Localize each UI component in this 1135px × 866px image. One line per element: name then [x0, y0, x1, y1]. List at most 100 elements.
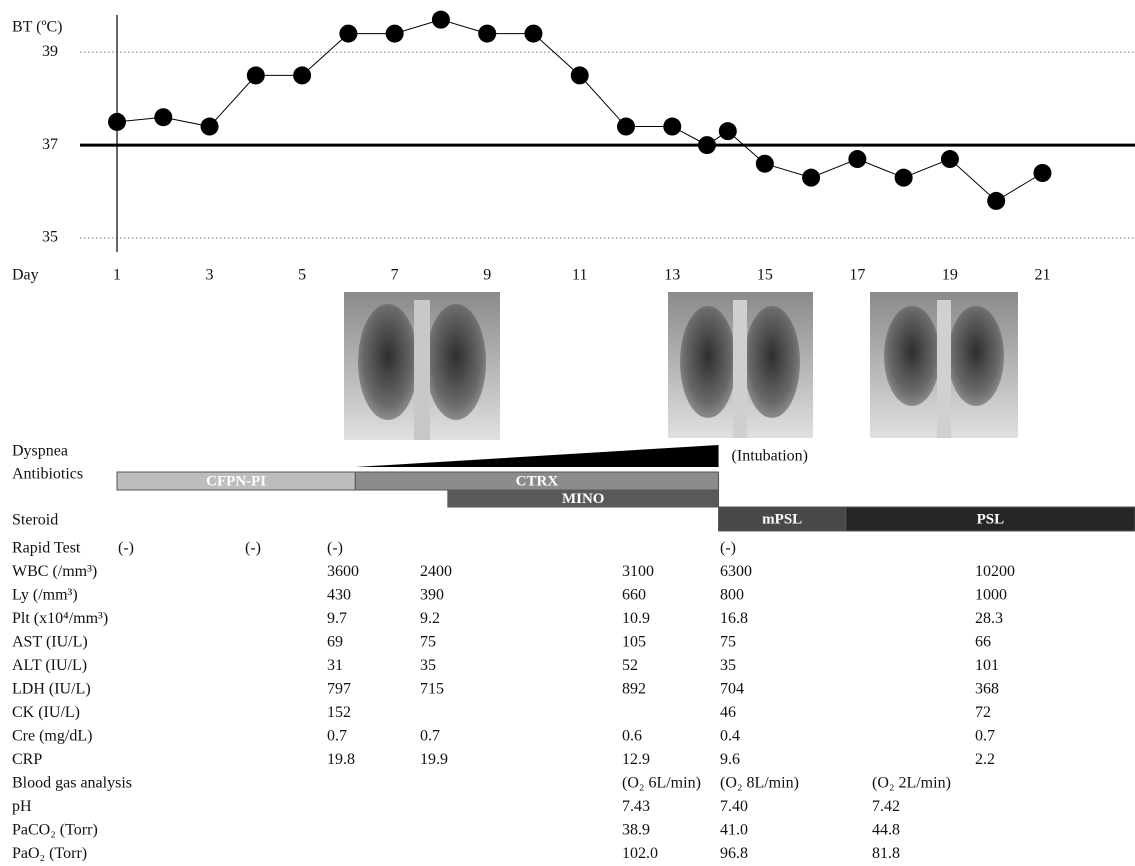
treatment-label: MINO: [562, 491, 605, 507]
table-cell: 390: [420, 587, 444, 604]
temperature-point: [154, 108, 172, 126]
chart-title: BT (ºC): [12, 19, 62, 36]
temperature-point: [571, 66, 589, 84]
table-cell: 797: [327, 681, 351, 698]
table-cell: (-): [118, 540, 134, 557]
temperature-point: [756, 155, 774, 173]
table-cell: 1000: [975, 587, 1007, 604]
table-row-label: ALT (IU/L): [12, 657, 87, 674]
temperature-point: [432, 11, 450, 29]
table-row-label: AST (IU/L): [12, 634, 88, 651]
table-row-label: Cre (mg/dL): [12, 728, 92, 745]
table-cell: 715: [420, 681, 444, 698]
temperature-point: [524, 25, 542, 43]
table-cell: 38.9: [622, 822, 650, 839]
table-cell: 152: [327, 704, 351, 721]
table-cell: 72: [975, 704, 991, 721]
table-cell: 10.9: [622, 610, 650, 627]
table-row-label: Plt (x10⁴/mm³): [12, 610, 108, 627]
table-cell: 19.9: [420, 751, 448, 768]
table-cell: (O₂ 6L/min): [622, 775, 701, 792]
table-cell: 12.9: [622, 751, 650, 768]
temperature-point: [698, 136, 716, 154]
table-cell: 0.7: [975, 728, 995, 745]
y-tick-label: 35: [42, 229, 58, 246]
table-row-label: pH: [12, 798, 32, 815]
temperature-point: [339, 25, 357, 43]
table-cell: 9.6: [720, 751, 740, 768]
chest-xray: [344, 292, 500, 440]
table-cell: 6300: [720, 563, 752, 580]
temperature-point: [617, 118, 635, 136]
temperature-point: [108, 113, 126, 131]
page: Clinical course html, body { margin: 0; …: [0, 0, 1135, 866]
table-cell: 660: [622, 587, 646, 604]
table-cell: 0.7: [420, 728, 440, 745]
table-row-label: WBC (/mm³): [12, 563, 97, 580]
row-label: Dyspnea: [12, 443, 68, 460]
table-cell: 368: [975, 681, 999, 698]
treatment-label: CTRX: [516, 473, 559, 489]
table-cell: 0.7: [327, 728, 347, 745]
table-cell: 9.2: [420, 610, 440, 627]
x-tick-label: 7: [391, 267, 399, 284]
temperature-point: [802, 169, 820, 187]
table-cell: 3600: [327, 563, 359, 580]
table-row-label: PaO₂ (Torr): [12, 845, 87, 862]
table-cell: 16.8: [720, 610, 748, 627]
table-cell: 0.4: [720, 728, 740, 745]
table-cell: 10200: [975, 563, 1015, 580]
table-cell: 66: [975, 634, 991, 651]
table-row-label: LDH (IU/L): [12, 681, 91, 698]
temperature-point: [1033, 164, 1051, 182]
table-row-label: Blood gas analysis: [12, 775, 132, 792]
table-cell: 101: [975, 657, 999, 674]
x-tick-label: 17: [849, 267, 865, 284]
x-tick-label: 15: [757, 267, 773, 284]
table-cell: 3100: [622, 563, 654, 580]
table-cell: 69: [327, 634, 343, 651]
table-row-label: PaCO₂ (Torr): [12, 822, 98, 839]
table-row-label: CRP: [12, 751, 42, 768]
temperature-point: [386, 25, 404, 43]
table-cell: 430: [327, 587, 351, 604]
treatment-label: PSL: [977, 511, 1005, 527]
table-cell: 0.6: [622, 728, 642, 745]
temperature-point: [987, 192, 1005, 210]
chest-xray: [870, 292, 1018, 438]
x-tick-label: 3: [206, 267, 214, 284]
table-row-label: Rapid Test: [12, 540, 81, 557]
temperature-point: [719, 122, 737, 140]
table-cell: 52: [622, 657, 638, 674]
intubation-note: (Intubation): [732, 448, 808, 465]
table-cell: 105: [622, 634, 646, 651]
table-cell: 2400: [420, 563, 452, 580]
temperature-point: [293, 66, 311, 84]
table-cell: 704: [720, 681, 744, 698]
temperature-point: [201, 118, 219, 136]
table-cell: (O₂ 2L/min): [872, 775, 951, 792]
table-cell: 75: [720, 634, 736, 651]
table-cell: 7.40: [720, 798, 748, 815]
page-body: {"chart_data": { "type": "line", "title"…: [0, 0, 1135, 866]
row-label: Steroid: [12, 512, 58, 529]
table-cell: 46: [720, 704, 736, 721]
treatment-label: CFPN-PI: [206, 473, 266, 489]
temperature-point: [663, 118, 681, 136]
table-cell: 2.2: [975, 751, 995, 768]
row-label: Antibiotics: [12, 466, 83, 483]
x-tick-label: 1: [113, 267, 121, 284]
temperature-point: [478, 25, 496, 43]
x-tick-label: 5: [298, 267, 306, 284]
table-cell: (-): [245, 540, 261, 557]
x-axis-label: Day: [12, 267, 39, 284]
x-tick-label: 11: [572, 267, 587, 284]
temperature-point: [941, 150, 959, 168]
table-cell: 7.43: [622, 798, 650, 815]
table-cell: 96.8: [720, 845, 748, 862]
temperature-point: [247, 66, 265, 84]
dyspnea-wedge: [355, 445, 718, 467]
table-cell: 35: [420, 657, 436, 674]
x-tick-label: 13: [664, 267, 680, 284]
table-cell: 19.8: [327, 751, 355, 768]
